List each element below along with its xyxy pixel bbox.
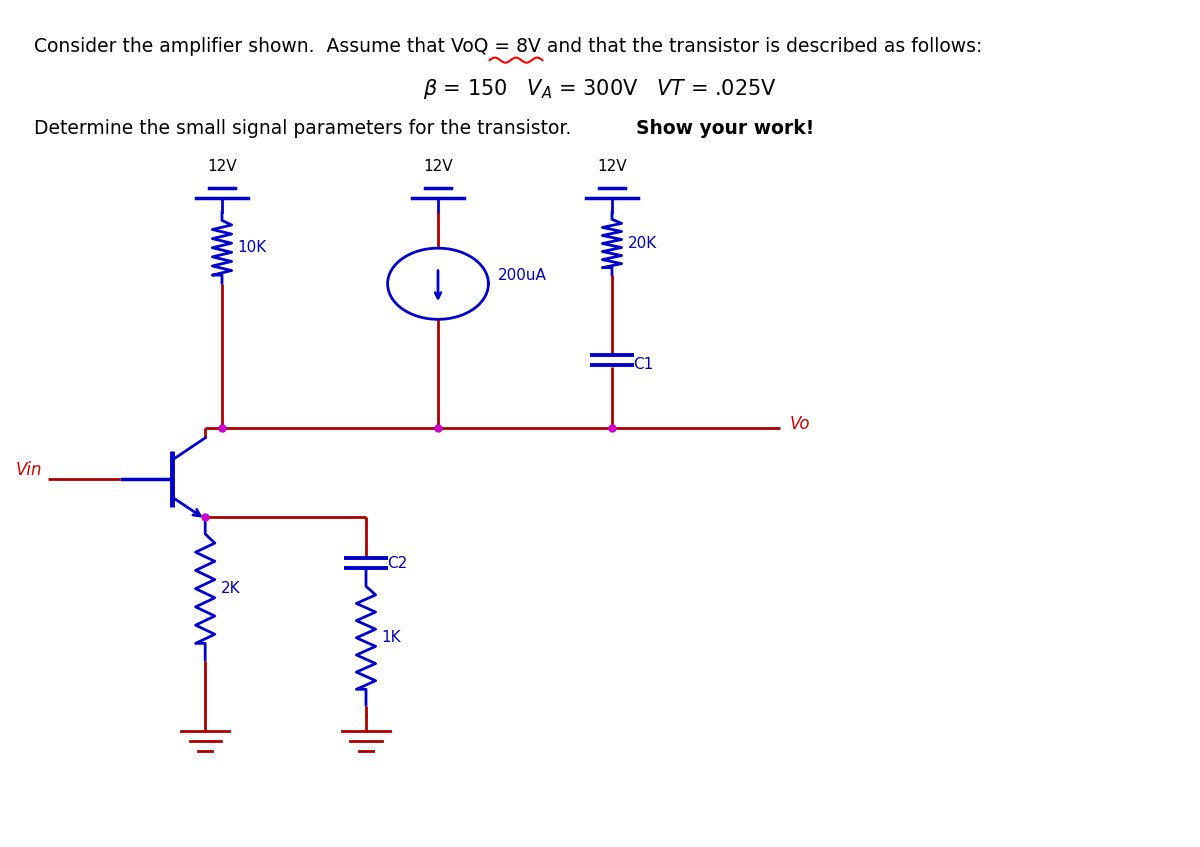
Text: 1K: 1K xyxy=(382,630,401,645)
Text: C1: C1 xyxy=(634,357,654,372)
Text: Determine the small signal parameters for the transistor.: Determine the small signal parameters fo… xyxy=(34,119,583,138)
Text: 2K: 2K xyxy=(221,581,240,596)
Text: 20K: 20K xyxy=(628,236,656,251)
Text: Show your work!: Show your work! xyxy=(636,119,815,138)
Text: 10K: 10K xyxy=(238,241,266,255)
Text: $\beta$ = 150   $V_A$ = 300V   $VT$ = .025V: $\beta$ = 150 $V_A$ = 300V $VT$ = .025V xyxy=(424,77,776,101)
Text: 200uA: 200uA xyxy=(498,268,547,283)
Text: Vo: Vo xyxy=(790,415,810,434)
Text: Consider the amplifier shown.  Assume that VoQ = 8V and that the transistor is d: Consider the amplifier shown. Assume tha… xyxy=(34,37,982,56)
Text: C2: C2 xyxy=(388,556,408,571)
Text: 12V: 12V xyxy=(598,158,626,174)
Text: 12V: 12V xyxy=(208,158,236,174)
Text: 12V: 12V xyxy=(424,158,452,174)
Text: Vin: Vin xyxy=(16,461,42,479)
